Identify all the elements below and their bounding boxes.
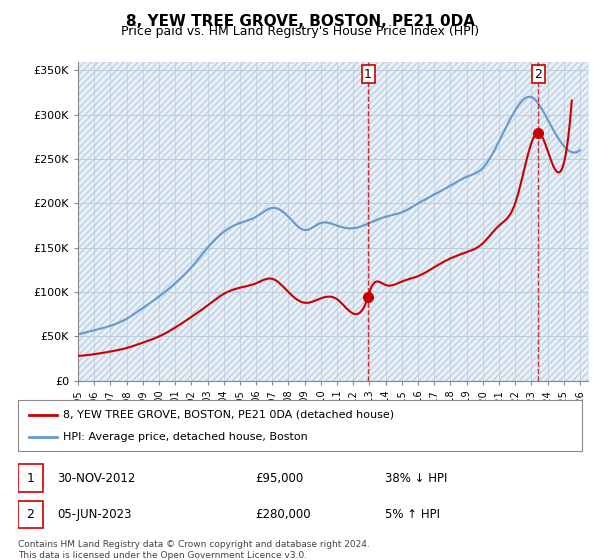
Text: Contains HM Land Registry data © Crown copyright and database right 2024.
This d: Contains HM Land Registry data © Crown c… xyxy=(18,540,370,560)
Text: £280,000: £280,000 xyxy=(255,508,311,521)
Text: 8, YEW TREE GROVE, BOSTON, PE21 0DA: 8, YEW TREE GROVE, BOSTON, PE21 0DA xyxy=(125,14,475,29)
Text: 05-JUN-2023: 05-JUN-2023 xyxy=(58,508,132,521)
Text: 5% ↑ HPI: 5% ↑ HPI xyxy=(385,508,440,521)
Text: Price paid vs. HM Land Registry's House Price Index (HPI): Price paid vs. HM Land Registry's House … xyxy=(121,25,479,38)
Text: £95,000: £95,000 xyxy=(255,472,303,484)
FancyBboxPatch shape xyxy=(18,501,43,529)
Text: 30-NOV-2012: 30-NOV-2012 xyxy=(58,472,136,484)
FancyBboxPatch shape xyxy=(18,464,43,492)
Text: 38% ↓ HPI: 38% ↓ HPI xyxy=(385,472,447,484)
Text: 2: 2 xyxy=(534,68,542,81)
Text: 1: 1 xyxy=(26,472,34,484)
FancyBboxPatch shape xyxy=(18,400,582,451)
Text: 2: 2 xyxy=(26,508,34,521)
Text: HPI: Average price, detached house, Boston: HPI: Average price, detached house, Bost… xyxy=(63,432,308,442)
Text: 1: 1 xyxy=(364,68,372,81)
Text: 8, YEW TREE GROVE, BOSTON, PE21 0DA (detached house): 8, YEW TREE GROVE, BOSTON, PE21 0DA (det… xyxy=(63,409,394,419)
